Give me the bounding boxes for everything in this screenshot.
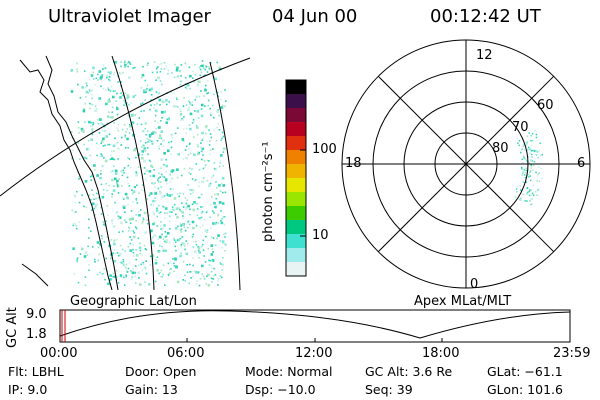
altitude-ytick-bottom: 1.8 (26, 327, 47, 342)
altitude-xtick: 00:00 (40, 346, 78, 361)
coastline (21, 263, 49, 287)
altitude-curve (59, 310, 571, 339)
color-bar-band (286, 80, 306, 95)
polar-plot (341, 39, 591, 289)
coastline (19, 59, 113, 290)
time-label: 00:12:42 UT (430, 6, 541, 27)
info-door: Door: Open (125, 364, 197, 379)
color-bar-band (286, 262, 306, 277)
coastline (45, 55, 119, 290)
altitude-ylabel: GC Alt (5, 307, 20, 348)
color-bar-band (286, 192, 306, 207)
info-gc-alt: GC Alt: 3.6 Re (365, 364, 453, 379)
color-bar-band (286, 136, 306, 151)
mlt-label-18: 18 (345, 156, 362, 171)
instrument-title: Ultraviolet Imager (48, 6, 211, 27)
mlat-label-80: 80 (492, 141, 509, 156)
info-seq: Seq: 39 (365, 382, 413, 397)
geo-panel-label: Geographic Lat/Lon (70, 294, 197, 309)
color-bar-band (286, 220, 306, 235)
longitude-line (209, 61, 241, 290)
color-bar-band (286, 206, 306, 221)
altitude-ytick-top: 9.0 (26, 307, 47, 322)
colorbar-unit-label: photon cm⁻²s⁻¹ (261, 141, 276, 242)
aurora-emission (70, 60, 227, 287)
color-bar-band (286, 108, 306, 123)
mlt-label-0: 0 (470, 277, 479, 292)
polar-panel-label: Apex MLat/MLT (414, 294, 512, 309)
info-mode: Mode: Normal (245, 364, 333, 379)
color-bar-band (286, 248, 306, 263)
longitude-line (111, 55, 155, 290)
color-bar-band (286, 234, 306, 249)
mlt-label-12: 12 (476, 48, 493, 63)
info-dsp: Dsp: −10.0 (245, 382, 316, 397)
info-gain: Gain: 13 (125, 382, 178, 397)
altitude-xtick: 18:00 (422, 346, 460, 361)
polar-aurora (514, 129, 543, 206)
mlat-label-60: 60 (537, 98, 554, 113)
altitude-xtick: 06:00 (167, 346, 205, 361)
info-glon: GLon: 101.6 (487, 382, 563, 397)
info-glat: GLat: −61.1 (487, 364, 563, 379)
color-bar (286, 80, 306, 277)
colorbar-tick-100: 100 (312, 142, 337, 157)
color-bar-band (286, 150, 306, 165)
altitude-plot (59, 309, 571, 343)
colorbar-tick-10: 10 (312, 228, 329, 243)
mlat-label-70: 70 (512, 120, 529, 135)
color-bar-band (286, 94, 306, 109)
info-ip: IP: 9.0 (8, 382, 48, 397)
color-bar-band (286, 122, 306, 137)
color-bar-frame (285, 79, 307, 277)
color-bar-band (286, 164, 306, 179)
color-bar-band (286, 178, 306, 193)
altitude-xtick: 12:00 (295, 346, 333, 361)
altitude-xtick: 23:59 (553, 346, 591, 361)
mlt-label-6: 6 (577, 156, 586, 171)
date-label: 04 Jun 00 (272, 6, 358, 27)
info-filter: Flt: LBHL (8, 364, 64, 379)
latitude-line (0, 57, 251, 197)
